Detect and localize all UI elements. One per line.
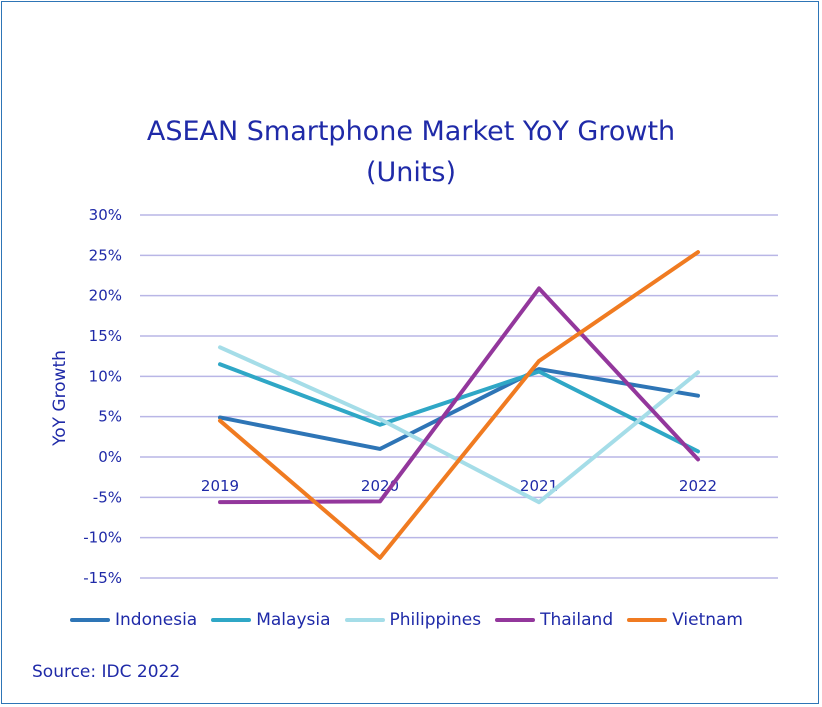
x-axis-ticks: 2019 2020 2021 2022 bbox=[201, 477, 717, 495]
legend-label: Thailand bbox=[540, 610, 614, 630]
y-tick-label: 10% bbox=[89, 367, 122, 385]
legend-swatch bbox=[70, 618, 110, 622]
source-note: Source: IDC 2022 bbox=[32, 662, 181, 682]
gridlines bbox=[140, 214, 778, 579]
series-lines bbox=[218, 250, 700, 560]
legend-item-philippines: Philippines bbox=[344, 610, 482, 630]
y-tick-label: 30% bbox=[89, 206, 122, 224]
chart-title: ASEAN Smartphone Market YoY Growth bbox=[146, 116, 676, 147]
chart-subtitle: (Units) bbox=[365, 157, 457, 188]
y-tick-label: 15% bbox=[89, 327, 122, 345]
y-tick-label: -15% bbox=[83, 569, 122, 587]
legend-item-thailand: Thailand bbox=[495, 610, 613, 630]
legend-swatch bbox=[495, 618, 536, 622]
legend: Indonesia Malaysia Philippines Thailand Viet… bbox=[70, 608, 757, 632]
y-axis-label: YoY Growth bbox=[50, 350, 70, 447]
legend-label: Indonesia bbox=[115, 610, 198, 630]
legend-swatch bbox=[627, 618, 668, 622]
y-tick-label: 25% bbox=[89, 246, 122, 264]
legend-swatch bbox=[344, 618, 385, 622]
y-axis-ticks: 30% 25% 20% 15% 10% 5% 0% -5% -10% -15% bbox=[83, 206, 122, 587]
legend-label: Malaysia bbox=[256, 610, 331, 630]
series-line-philippines bbox=[218, 345, 700, 505]
legend-item-indonesia: Indonesia bbox=[70, 610, 197, 630]
x-tick-label: 2021 bbox=[520, 477, 558, 495]
legend-item-malaysia: Malaysia bbox=[211, 610, 331, 630]
series-line-vietnam bbox=[218, 250, 700, 560]
series-line-thailand bbox=[218, 286, 700, 505]
y-tick-label: 5% bbox=[98, 408, 122, 426]
y-tick-label: 0% bbox=[98, 448, 122, 466]
series-line-indonesia bbox=[218, 367, 700, 451]
y-tick-label: -10% bbox=[83, 529, 122, 547]
legend-swatch bbox=[211, 618, 252, 622]
y-tick-label: 20% bbox=[89, 287, 122, 305]
y-tick-label: -5% bbox=[93, 488, 122, 506]
legend-label: Vietnam bbox=[672, 610, 743, 630]
x-tick-label: 2019 bbox=[201, 477, 239, 495]
legend-label: Philippines bbox=[389, 610, 482, 630]
x-tick-label: 2022 bbox=[679, 477, 717, 495]
legend-item-vietnam: Vietnam bbox=[627, 610, 743, 630]
